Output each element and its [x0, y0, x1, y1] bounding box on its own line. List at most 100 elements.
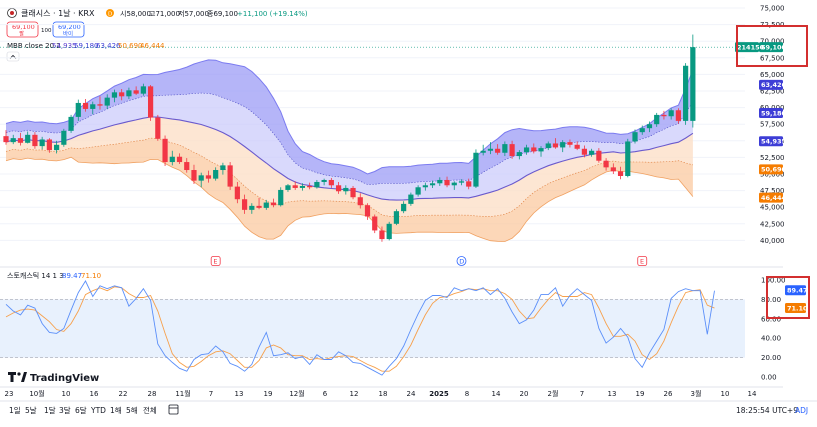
candle[interactable] — [364, 203, 371, 220]
range-button[interactable]: 1달 — [44, 406, 56, 415]
candle[interactable] — [502, 141, 508, 157]
collapse-legend-button[interactable] — [6, 51, 20, 62]
candle[interactable] — [372, 214, 378, 234]
stoch-pane[interactable] — [0, 280, 745, 376]
candle[interactable] — [495, 144, 501, 155]
event-marker[interactable]: E — [210, 256, 221, 266]
time-axis[interactable]: 23 10월 10 16 22 28 11월 7 13 19 12월 6 12 18 24 2025 8 14 20… — [5, 389, 757, 398]
candle[interactable] — [119, 89, 125, 101]
candle[interactable] — [299, 183, 306, 191]
candle[interactable] — [220, 162, 226, 175]
candle[interactable] — [552, 138, 559, 149]
candle[interactable] — [278, 187, 284, 207]
candle[interactable] — [654, 112, 660, 127]
candle[interactable] — [191, 164, 197, 184]
candle[interactable] — [523, 144, 530, 155]
candle[interactable] — [632, 129, 638, 144]
candle[interactable] — [292, 181, 298, 190]
candle[interactable] — [451, 181, 457, 190]
range-button[interactable]: 전체 — [143, 405, 157, 415]
candle[interactable] — [545, 141, 551, 151]
candle[interactable] — [10, 134, 16, 145]
candle[interactable] — [343, 185, 349, 195]
candle[interactable] — [661, 110, 667, 120]
range-button[interactable]: 3달 — [59, 406, 71, 415]
candle[interactable] — [90, 101, 96, 115]
candle[interactable] — [538, 146, 544, 157]
candle[interactable] — [357, 193, 363, 209]
candle[interactable] — [516, 150, 522, 160]
candle[interactable] — [104, 94, 110, 109]
adj-toggle[interactable]: ADJ — [795, 406, 808, 415]
candle[interactable] — [54, 140, 60, 154]
candle[interactable] — [205, 170, 212, 183]
candle[interactable] — [213, 167, 219, 181]
candle[interactable] — [328, 177, 334, 188]
candle[interactable] — [603, 158, 609, 171]
candle[interactable] — [596, 148, 602, 163]
mbb-legend[interactable]: MBB close 20 2 54,935 59,180 63,426 50,6… — [7, 42, 165, 50]
candle[interactable] — [429, 180, 436, 188]
order-qty[interactable]: 100 — [41, 28, 52, 34]
range-button[interactable]: YTD — [90, 406, 106, 415]
candle[interactable] — [646, 121, 653, 133]
range-button[interactable]: 1일 — [9, 406, 21, 415]
candle[interactable] — [249, 203, 255, 214]
candle[interactable] — [683, 63, 689, 125]
clock-time[interactable]: 18:25:54 UTC+9 — [736, 406, 798, 415]
candle[interactable] — [473, 149, 479, 188]
candle[interactable] — [133, 86, 139, 95]
price-pane[interactable] — [0, 7, 745, 242]
date-range-button[interactable] — [168, 404, 179, 415]
candle[interactable] — [531, 143, 537, 154]
candle[interactable] — [155, 114, 161, 141]
candle[interactable] — [458, 179, 465, 186]
range-button[interactable]: 5날 — [25, 405, 37, 415]
candle[interactable] — [444, 176, 450, 188]
candle[interactable] — [227, 162, 233, 190]
candle[interactable] — [480, 144, 486, 156]
candle[interactable] — [176, 153, 183, 165]
stoch-legend[interactable]: 스토캐스틱 14 1 3 89.47 71.10 — [7, 271, 101, 280]
candle[interactable] — [668, 108, 674, 120]
candle[interactable] — [639, 125, 645, 135]
candle[interactable] — [241, 194, 248, 214]
candle[interactable] — [169, 150, 175, 166]
candle[interactable] — [17, 132, 24, 146]
candle[interactable] — [270, 198, 277, 208]
candle[interactable] — [560, 140, 566, 153]
candle[interactable] — [408, 192, 414, 206]
candle[interactable] — [126, 87, 132, 99]
candle[interactable] — [234, 181, 240, 204]
stoch-axis[interactable]: 0.00 20.00 40.00 60.00 80.00 100.00 — [761, 277, 786, 382]
event-marker[interactable]: D — [456, 256, 467, 266]
candle[interactable] — [68, 114, 74, 133]
candle[interactable] — [386, 221, 392, 241]
candle[interactable] — [567, 139, 573, 148]
candle[interactable] — [487, 142, 494, 155]
symbol-title[interactable]: 클래시스 · 1날 · KRX — [21, 8, 95, 18]
candle[interactable] — [32, 132, 38, 149]
candle[interactable] — [422, 182, 428, 191]
buy-button[interactable]: 69,200 바이 — [52, 21, 85, 38]
candle[interactable] — [162, 135, 168, 167]
range-button[interactable]: 5해 — [126, 405, 138, 415]
candle[interactable] — [314, 179, 320, 189]
candle[interactable] — [379, 226, 385, 242]
candle[interactable] — [415, 185, 421, 197]
tradingview-logo[interactable]: TradingView — [8, 372, 99, 384]
candle[interactable] — [263, 199, 269, 210]
candle[interactable] — [46, 138, 52, 153]
candle[interactable] — [307, 182, 313, 190]
range-buttons[interactable]: 1일 5날 1달 3달 6달 YTD 1해 5해 전체 — [9, 405, 157, 415]
candle[interactable] — [97, 96, 103, 110]
candle[interactable] — [589, 148, 595, 157]
price-axis[interactable]: 40,00042,50045,00047,50050,00052,50055,0… — [760, 5, 785, 245]
candle[interactable] — [39, 136, 45, 150]
candle[interactable] — [75, 99, 81, 121]
range-button[interactable]: 1해 — [110, 405, 122, 415]
candle[interactable] — [509, 140, 515, 159]
candle[interactable] — [610, 163, 616, 174]
candle[interactable] — [148, 85, 154, 121]
